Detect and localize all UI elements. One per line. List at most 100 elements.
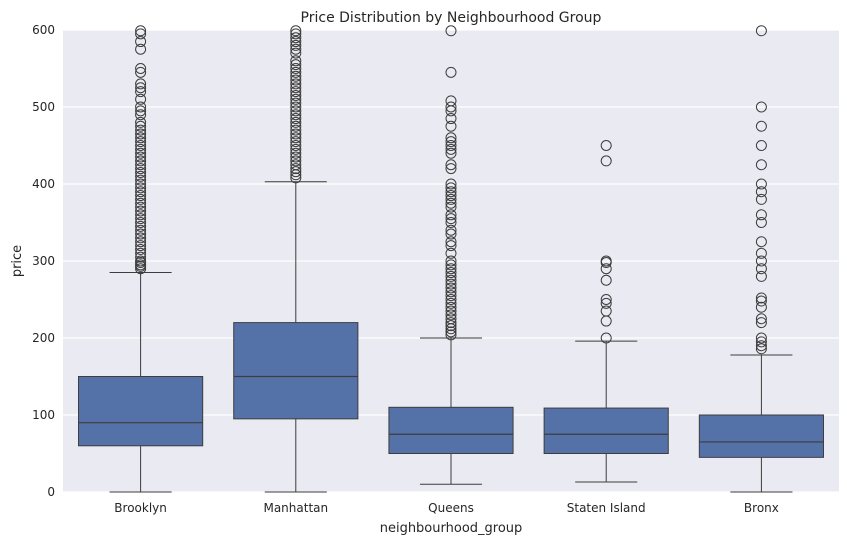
y-tick-label: 100: [32, 408, 55, 422]
x-axis-title: neighbourhood_group: [380, 521, 523, 536]
outlier-point: [445, 25, 457, 37]
iqr-box: [233, 322, 359, 420]
outlier-point: [290, 136, 302, 148]
outlier-point: [290, 25, 302, 37]
outlier-point: [445, 113, 457, 125]
outlier-point: [290, 159, 302, 171]
outlier-point: [290, 89, 302, 101]
outlier-point: [290, 166, 302, 178]
outlier-point: [755, 270, 767, 282]
outlier-point: [755, 263, 767, 275]
box-group-queens: [388, 25, 514, 485]
outlier-point: [600, 255, 612, 267]
outlier-point: [135, 213, 147, 225]
outlier-point: [600, 297, 612, 309]
outlier-point: [445, 201, 457, 213]
iqr-box: [388, 406, 514, 454]
outlier-point: [445, 290, 457, 302]
chart-title: Price Distribution by Neighbourhood Grou…: [301, 10, 602, 26]
outlier-point: [290, 55, 302, 67]
box-group-brooklyn: [78, 25, 204, 493]
outlier-point: [755, 178, 767, 190]
y-tick-label: 0: [47, 485, 55, 499]
outlier-point: [445, 213, 457, 225]
outlier-point: [445, 294, 457, 305]
outlier-point: [135, 247, 147, 259]
outlier-point: [290, 140, 302, 151]
x-tick-label: Queens: [428, 501, 474, 515]
outlier-point: [445, 329, 457, 341]
x-tick-label: Staten Island: [567, 501, 646, 515]
outlier-point: [290, 109, 302, 121]
outlier-point: [755, 120, 767, 132]
outlier-point: [445, 147, 457, 159]
outlier-point: [445, 247, 457, 259]
outlier-point: [755, 255, 767, 267]
outlier-point: [445, 140, 457, 151]
y-tick-label: 500: [32, 100, 55, 114]
outlier-point: [755, 101, 767, 113]
iqr-box: [78, 376, 204, 447]
outlier-point: [135, 82, 147, 94]
outlier-point: [755, 159, 767, 171]
outlier-point: [445, 163, 457, 175]
outlier-point: [290, 105, 302, 117]
iqr-box: [543, 407, 669, 455]
outlier-point: [135, 186, 147, 198]
outlier-point: [290, 113, 302, 125]
outlier-point: [135, 163, 147, 175]
outlier-point: [135, 205, 147, 217]
x-tick-label: Bronx: [744, 501, 779, 515]
outlier-point: [135, 240, 147, 252]
outlier-point: [290, 70, 302, 82]
outlier-point: [290, 151, 302, 163]
outlier-point: [290, 74, 302, 86]
outlier-point: [135, 182, 147, 194]
outlier-point: [290, 116, 302, 128]
outlier-point: [135, 201, 147, 213]
outlier-point: [135, 178, 147, 190]
iqr-box: [698, 414, 824, 458]
outlier-point: [290, 36, 302, 48]
outlier-point: [135, 228, 147, 240]
outlier-point: [135, 151, 147, 163]
outlier-point: [135, 36, 147, 48]
outlier-point: [290, 78, 302, 90]
outlier-point: [600, 155, 612, 167]
outlier-point: [135, 243, 147, 255]
box-group-staten-island: [543, 140, 669, 483]
outlier-point: [445, 263, 457, 275]
outlier-point: [600, 274, 612, 286]
outlier-point: [445, 309, 457, 321]
outlier-point: [135, 220, 147, 232]
outlier-point: [135, 109, 147, 121]
outlier-point: [445, 267, 457, 279]
outlier-point: [290, 101, 302, 113]
outlier-point: [755, 301, 767, 313]
outlier-point: [445, 159, 457, 171]
x-tick-label: Brooklyn: [114, 501, 167, 515]
outlier-point: [135, 93, 147, 105]
outlier-point: [135, 209, 147, 221]
outlier-point: [290, 128, 302, 140]
outlier-point: [445, 66, 457, 78]
y-axis-title: price: [10, 245, 25, 277]
outlier-point: [135, 86, 147, 98]
outlier-point: [290, 132, 302, 144]
outlier-point: [445, 101, 457, 113]
outlier-point: [600, 263, 612, 275]
outlier-point: [135, 236, 147, 248]
outlier-point: [135, 43, 147, 55]
outlier-point: [135, 193, 147, 205]
outlier-point: [135, 263, 147, 275]
outlier-point: [600, 332, 612, 344]
outlier-point: [135, 78, 147, 90]
outlier-point: [290, 124, 302, 136]
outlier-point: [600, 140, 612, 151]
outlier-point: [445, 193, 457, 205]
outlier-point: [135, 28, 147, 40]
outlier-point: [290, 143, 302, 155]
outlier-point: [755, 295, 767, 307]
outlier-point: [290, 28, 302, 40]
